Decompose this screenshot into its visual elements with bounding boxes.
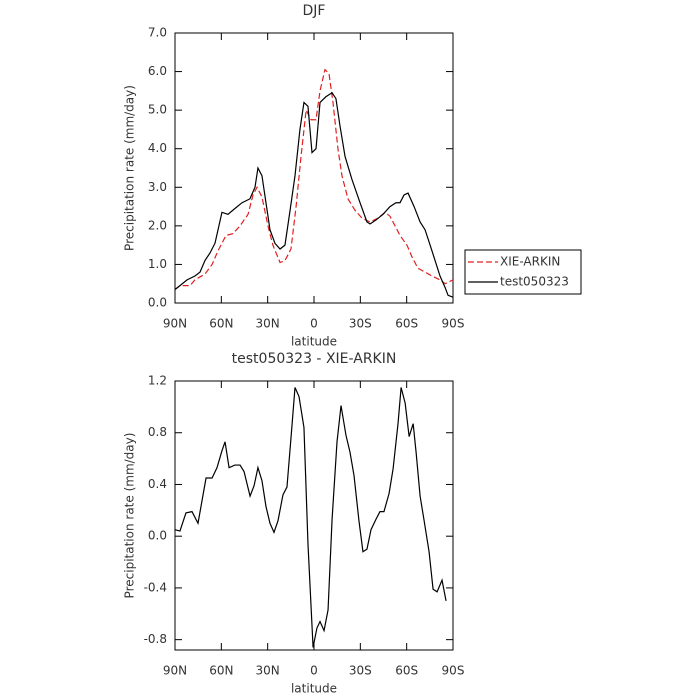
x-tick-label: 90N	[163, 317, 187, 331]
y-tick-label: -0.4	[144, 580, 167, 594]
y-tick-label: 3.0	[148, 180, 167, 194]
x-tick-label: 30N	[256, 317, 280, 331]
x-tick-label: 60S	[395, 317, 418, 331]
data-line	[174, 68, 454, 290]
x-tick-label: 60S	[395, 664, 418, 678]
data-line	[174, 387, 447, 648]
x-tick-label: 0	[310, 317, 318, 331]
plot-frame	[174, 380, 454, 651]
y-tick-label: 4.0	[148, 141, 167, 155]
x-tick-label: 90N	[163, 664, 187, 678]
y-tick-label: 0.4	[148, 477, 167, 491]
x-tick-label: 30S	[349, 317, 372, 331]
x-tick-label: 0	[310, 664, 318, 678]
y-tick-label: 7.0	[148, 26, 167, 40]
chart-title: test050323 - XIE-ARKIN	[232, 351, 397, 367]
x-tick-label: 60N	[209, 664, 233, 678]
chart-title: DJF	[303, 3, 326, 19]
y-tick-label: -0.8	[144, 632, 167, 646]
y-tick-label: 0.0	[148, 296, 167, 310]
x-tick-label: 30N	[256, 664, 280, 678]
y-tick-label: 6.0	[148, 64, 167, 78]
data-line	[174, 91, 454, 298]
y-tick-label: 0.0	[148, 529, 167, 543]
y-tick-label: 5.0	[148, 103, 167, 117]
legend-box	[464, 249, 582, 295]
y-tick-label: 1.0	[148, 257, 167, 271]
x-tick-label: 30S	[349, 664, 372, 678]
legend-label: test050323	[500, 275, 569, 289]
x-axis-label: latitude	[291, 682, 337, 696]
y-axis-label: Precipitation rate (mm/day)	[123, 433, 137, 599]
y-axis-label: Precipitation rate (mm/day)	[123, 85, 137, 251]
y-tick-label: 2.0	[148, 218, 167, 232]
legend-label: XIE-ARKIN	[500, 255, 560, 269]
x-tick-label: 90S	[442, 317, 465, 331]
x-tick-label: 90S	[442, 664, 465, 678]
y-tick-label: 1.2	[148, 374, 167, 388]
x-tick-label: 60N	[209, 317, 233, 331]
y-tick-label: 0.8	[148, 425, 167, 439]
plot-frame	[174, 32, 454, 304]
x-axis-label: latitude	[291, 335, 337, 349]
